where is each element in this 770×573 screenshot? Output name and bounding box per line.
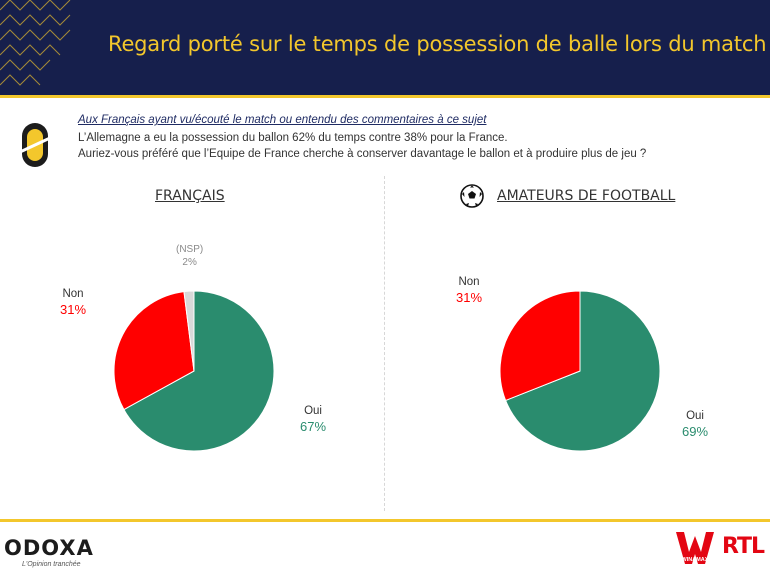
pie-slice-non bbox=[113, 291, 195, 411]
column-divider bbox=[384, 176, 385, 511]
rtl-logo: RTL bbox=[722, 534, 765, 559]
label-oui-francais: Oui 67% bbox=[300, 405, 326, 434]
label-oui-text: Oui bbox=[686, 410, 704, 422]
label-oui-value: 67% bbox=[300, 419, 327, 434]
footer-divider bbox=[0, 519, 770, 522]
label-nsp-francais: (NSP) 2% bbox=[176, 244, 203, 268]
label-non-amateurs: Non 31% bbox=[456, 276, 482, 305]
header-banner: Regard porté sur le temps de possession … bbox=[0, 0, 770, 95]
label-nsp-value: 2% bbox=[182, 257, 197, 268]
footer bbox=[0, 522, 770, 573]
label-non-text: Non bbox=[458, 276, 480, 288]
odoxa-badge-icon bbox=[19, 123, 51, 167]
survey-context: Aux Français ayant vu/écouté le match ou… bbox=[78, 114, 487, 126]
pie-slice-oui bbox=[123, 290, 275, 452]
header-pattern-icon bbox=[0, 0, 71, 86]
label-non-francais: Non 31% bbox=[60, 288, 86, 317]
soccer-ball-icon bbox=[460, 184, 484, 208]
label-oui-amateurs: Oui 69% bbox=[682, 410, 708, 439]
pie-slice-oui bbox=[504, 290, 661, 452]
pie-chart-francais bbox=[113, 290, 275, 452]
label-oui-text: Oui bbox=[304, 405, 322, 417]
header-divider bbox=[0, 95, 770, 98]
label-non-value: 31% bbox=[456, 290, 483, 305]
odoxa-logo: ODOXA bbox=[4, 536, 94, 560]
label-nsp-text: (NSP) bbox=[176, 244, 204, 255]
survey-question: L’Allemagne a eu la possession du ballon… bbox=[78, 130, 646, 162]
winamax-logo-icon: WINAMAX bbox=[674, 530, 716, 568]
pie-chart-amateurs bbox=[499, 290, 661, 452]
question-line-1: L’Allemagne a eu la possession du ballon… bbox=[78, 132, 508, 144]
page-title: Regard porté sur le temps de possession … bbox=[108, 32, 767, 56]
pie-slice-non bbox=[499, 290, 581, 402]
label-oui-value: 69% bbox=[682, 424, 709, 439]
odoxa-tagline: L'Opinion tranchée bbox=[22, 561, 81, 568]
pie-slice-nsp bbox=[183, 290, 195, 372]
chart-title-amateurs: AMATEURS DE FOOTBALL bbox=[497, 188, 676, 204]
winamax-text: WINAMAX bbox=[682, 557, 709, 563]
label-non-value: 31% bbox=[60, 302, 87, 317]
label-non-text: Non bbox=[62, 288, 84, 300]
chart-title-francais: FRANÇAIS bbox=[155, 188, 225, 204]
question-line-2: Auriez-vous préféré que l’Equipe de Fran… bbox=[78, 148, 647, 160]
